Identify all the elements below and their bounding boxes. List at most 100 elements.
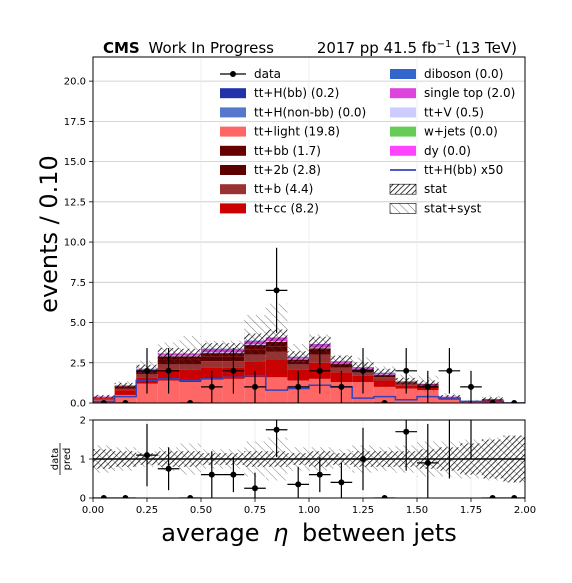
stat-band [114, 382, 137, 388]
legend-label: dy (0.0) [424, 144, 471, 158]
x-ticks: 0.00 0.25 0.50 0.75 1.00 1.25 1.50 1.75 2.00 [82, 498, 536, 516]
stat-band [179, 348, 201, 359]
x-axis-label: average η between jets [161, 519, 457, 547]
ratio-point [165, 465, 172, 472]
data-point [403, 367, 410, 374]
ratio-panel: 0 1 2 0.00 0.25 0.50 0.75 1.00 1.25 1.50 1.75 2.00… [50, 300, 536, 517]
x-axis-label-post: between jets [302, 519, 457, 547]
bar-tt+2b (2.8) [201, 356, 223, 362]
x-tick-label: 0.75 [244, 505, 266, 516]
data-point [489, 400, 496, 403]
x-tick-label: 0.50 [190, 505, 212, 516]
ratio-point [230, 471, 237, 478]
legend: data diboson (0.0) tt+H(bb) (0.2) single to… [220, 67, 515, 215]
legend-swatch [390, 126, 416, 137]
bar-tt+cc (8.2) [373, 380, 396, 387]
x-tick-label: 1.25 [352, 505, 374, 516]
title-status: Work In Progress [149, 39, 275, 57]
ratio-y-tick-label: 1 [80, 455, 86, 466]
x-axis-label-pre: average [161, 519, 259, 547]
y-axis-label: events / 0.10 [35, 155, 63, 313]
ratio-point [424, 459, 431, 466]
y-tick-label: 17.5 [64, 117, 86, 128]
data-point [273, 287, 280, 294]
legend-label: w+jets (0.0) [424, 125, 498, 139]
data-point [381, 400, 388, 403]
stat-band [438, 394, 461, 399]
legend-label: tt+H(bb) x50 [424, 163, 503, 177]
data-point [187, 400, 194, 403]
stat-band [373, 368, 396, 377]
y-tick-label: 0.0 [70, 399, 86, 410]
x-axis-label-var: η [273, 519, 288, 547]
legend-label: stat+syst [424, 201, 482, 215]
legend-label: stat [424, 182, 447, 196]
legend-label: tt+cc (8.2) [254, 201, 319, 215]
x-tick-label: 0.00 [82, 505, 104, 516]
legend-label: tt+H(non-bb) (0.0) [254, 105, 366, 119]
legend-swatch [220, 126, 246, 137]
data-point [424, 383, 431, 390]
bar-tt+light (19.8) [179, 382, 201, 403]
y-tick-label: 2.5 [70, 358, 86, 369]
legend-swatch-stat-syst [389, 203, 417, 214]
legend-swatch [220, 107, 246, 118]
signal-line [93, 374, 525, 403]
stat-band [244, 333, 266, 348]
x-tick-label: 2.00 [514, 505, 536, 516]
bar-tt+cc (8.2) [179, 369, 201, 383]
stat-band [265, 329, 288, 346]
ratio-y-ticks: 0 1 2 [80, 416, 93, 505]
data-point [144, 367, 150, 374]
ratio-point [144, 452, 150, 459]
ratio-point [338, 479, 345, 486]
y-tick-label: 12.5 [64, 197, 86, 208]
main-frame [92, 56, 526, 404]
data-point [468, 383, 474, 390]
stat-band [287, 351, 309, 363]
ratio-point [468, 300, 474, 306]
ratio-point [403, 428, 410, 435]
legend-label: tt+2b (2.8) [254, 163, 321, 177]
ratio-point [208, 471, 215, 478]
ratio-point [295, 481, 302, 488]
ratio-points [93, 300, 525, 498]
bar-tt+cc (8.2) [93, 398, 115, 400]
x-tick-label: 1.00 [298, 505, 320, 516]
main-panel: 0.0 2.5 5.0 7.5 10.0 12.5 15.0 17.5 20.0 events … [35, 56, 526, 410]
legend-label: diboson (0.0) [424, 67, 503, 81]
legend-swatch [220, 88, 246, 99]
ratio-point [360, 456, 366, 462]
legend-swatch [220, 165, 246, 175]
legend-label: data [254, 67, 281, 81]
y-tick-label: 20.0 [64, 77, 86, 88]
data-points [93, 247, 525, 403]
data-point [122, 400, 129, 403]
ratio-point [381, 495, 388, 498]
legend-marker-data [230, 71, 236, 77]
lumi-exponent: −1 [437, 39, 452, 50]
x-tick-label: 1.75 [460, 505, 482, 516]
y-tick-label: 10.0 [64, 238, 86, 249]
legend-swatch [390, 107, 416, 118]
legend-swatch [390, 69, 416, 79]
ratio-ylabel-bottom: pred [62, 448, 73, 471]
stat-band [330, 355, 353, 367]
bar-tt+b (4.4) [201, 361, 223, 368]
x-tick-label: 0.25 [136, 505, 158, 516]
legend-label: tt+H(bb) (0.2) [254, 86, 339, 100]
ratio-y-tick-label: 0 [80, 494, 86, 505]
legend-swatch-stat [389, 183, 417, 195]
main-y-ticks: 0.0 2.5 5.0 7.5 10.0 12.5 15.0 17.5 20.0 [64, 77, 93, 410]
legend-label: tt+light (19.8) [254, 125, 340, 139]
x-tick-label: 1.50 [406, 505, 428, 516]
data-point [316, 367, 323, 374]
bar-tt+light (19.8) [373, 386, 396, 403]
lumi-prefix: 2017 pp 41.5 fb [317, 39, 437, 57]
ratio-point [252, 485, 258, 492]
data-point [230, 367, 237, 374]
bar-tt+b (4.4) [330, 367, 353, 373]
data-point [252, 383, 258, 390]
stat-band [309, 336, 331, 352]
ratio-point [511, 495, 518, 498]
